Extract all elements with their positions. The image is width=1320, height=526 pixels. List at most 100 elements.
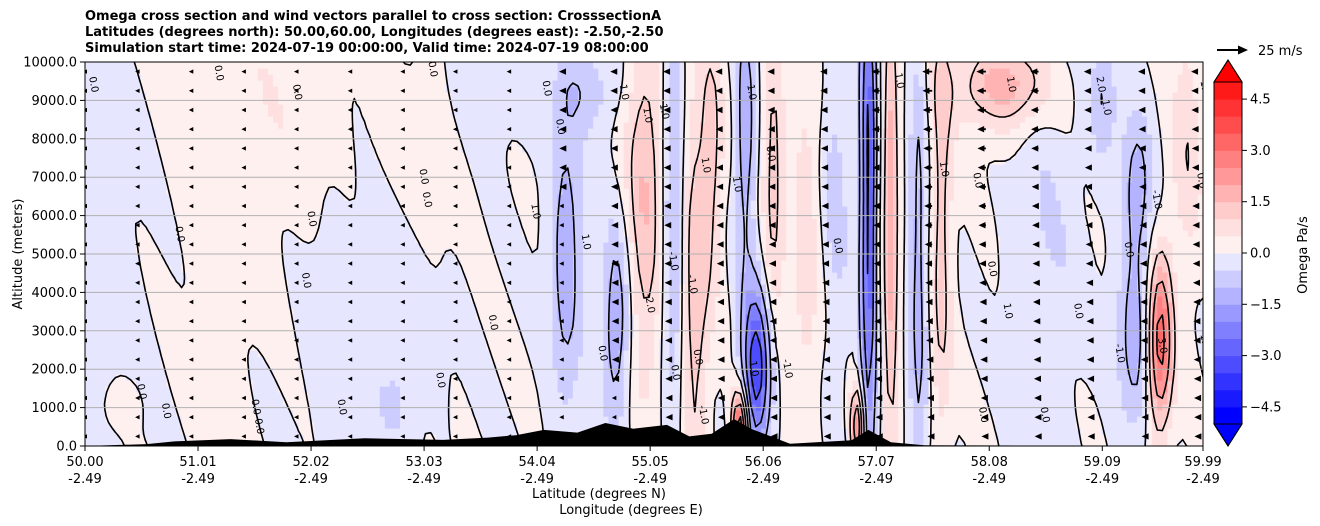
omega-cell: [715, 416, 721, 423]
omega-cell: [1096, 422, 1102, 429]
omega-cell: [938, 368, 945, 375]
omega-cell: [699, 398, 706, 405]
omega-cell: [969, 428, 975, 435]
omega-cell: [603, 338, 610, 345]
omega-cell: [1126, 326, 1133, 333]
omega-cell: [735, 356, 742, 363]
omega-cell: [1157, 434, 1163, 441]
omega-cell: [1167, 374, 1174, 381]
omega-cell: [435, 332, 442, 339]
omega-cell: [242, 398, 249, 405]
omega-cell: [842, 326, 848, 333]
omega-cell: [476, 416, 482, 423]
omega-cell: [95, 344, 101, 351]
omega-cell: [110, 314, 117, 321]
omega-cell: [415, 362, 421, 369]
omega-cell: [547, 320, 554, 327]
omega-cell: [1106, 314, 1113, 321]
omega-cell: [532, 428, 538, 435]
omega-cell: [674, 338, 681, 345]
omega-cell: [979, 344, 986, 351]
omega-cell: [267, 326, 274, 333]
omega-cell: [267, 416, 274, 423]
omega-cell: [328, 380, 335, 387]
omega-cell: [476, 374, 482, 381]
omega-cell: [1187, 392, 1194, 399]
omega-cell: [344, 386, 350, 393]
omega-cell: [354, 380, 361, 387]
omega-cell: [186, 416, 193, 423]
omega-cell: [95, 440, 101, 446]
omega-cell: [842, 392, 848, 399]
omega-cell: [501, 386, 508, 393]
omega-cell: [522, 338, 528, 345]
omega-cell: [826, 410, 833, 417]
omega-cell: [389, 374, 396, 381]
omega-cell: [664, 392, 671, 399]
omega-cell: [638, 314, 645, 321]
omega-cell: [1086, 350, 1092, 357]
omega-cell: [1177, 368, 1184, 375]
omega-cell: [801, 428, 808, 435]
omega-cell: [1106, 386, 1113, 393]
omega-cell: [90, 428, 96, 435]
omega-cell: [801, 434, 808, 441]
chart-title-line-2: Latitudes (degrees north): 50.00,60.00, …: [85, 25, 664, 40]
omega-cell: [1004, 326, 1011, 333]
omega-cell: [349, 326, 355, 333]
omega-cell: [491, 428, 498, 435]
omega-cell: [303, 398, 310, 405]
omega-cell: [1004, 350, 1011, 357]
omega-cell: [262, 356, 269, 363]
omega-cell: [1162, 374, 1169, 381]
omega-cell: [786, 332, 792, 339]
omega-cell: [801, 350, 808, 357]
omega-cell: [969, 326, 975, 333]
omega-cell: [903, 338, 909, 345]
omega-cell: [95, 350, 101, 357]
omega-cell: [1157, 344, 1163, 351]
omega-cell: [95, 320, 101, 327]
omega-cell: [283, 428, 289, 435]
omega-cell: [85, 314, 91, 321]
omega-cell: [664, 362, 671, 369]
omega-cell: [415, 368, 421, 375]
omega-cell: [547, 416, 554, 423]
omega-cell: [1116, 314, 1123, 321]
omega-cell: [527, 362, 533, 369]
omega-cell: [511, 362, 518, 369]
omega-cell: [1086, 410, 1092, 417]
omega-cell: [313, 392, 320, 399]
omega-cell: [486, 410, 493, 417]
omega-cell: [776, 386, 782, 393]
omega-cell: [1116, 428, 1123, 435]
omega-cell: [1055, 422, 1062, 429]
omega-cell: [1081, 320, 1087, 327]
omega-cell: [1065, 314, 1072, 321]
omega-cell: [252, 386, 259, 393]
omega-cell: [328, 428, 335, 435]
omega-cell: [588, 416, 594, 423]
omega-cell: [435, 314, 442, 321]
omega-cell: [959, 422, 965, 429]
omega-cell: [674, 356, 681, 363]
omega-cell: [893, 380, 899, 387]
omega-cell: [1091, 320, 1097, 327]
omega-cell: [476, 398, 482, 405]
omega-cell: [1106, 398, 1113, 405]
omega-cell: [771, 392, 777, 399]
omega-cell: [552, 308, 559, 315]
omega-cell: [806, 428, 813, 435]
omega-cell: [583, 392, 589, 399]
omega-cell: [455, 422, 462, 429]
omega-cell: [572, 416, 579, 423]
omega-cell: [389, 428, 396, 435]
omega-cell: [151, 350, 157, 357]
omega-cell: [847, 362, 853, 369]
omega-cell: [786, 410, 792, 417]
omega-cell: [349, 314, 355, 321]
omega-cell: [334, 308, 340, 315]
omega-cell: [506, 374, 513, 381]
omega-cell: [374, 392, 381, 399]
omega-cell: [491, 422, 498, 429]
